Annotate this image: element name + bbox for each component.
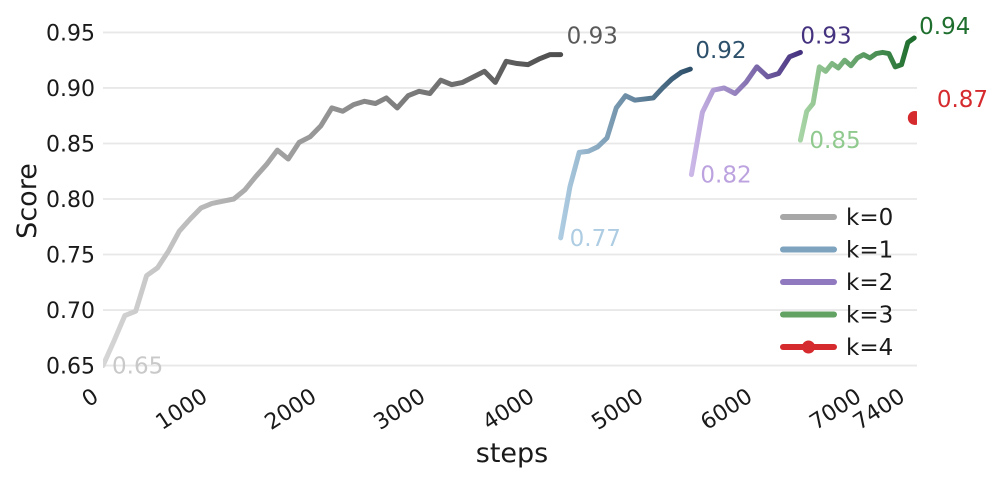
- series-start-label-0: 0.65: [112, 354, 163, 380]
- series-start-label-3: 0.85: [809, 128, 860, 154]
- y-tick-label: 0.80: [46, 188, 95, 213]
- x-tick-label: 4000: [479, 384, 540, 435]
- legend-label-2: k=2: [846, 270, 893, 296]
- x-tick-label: 3000: [370, 384, 431, 435]
- series-line-0: [103, 52, 564, 369]
- series-group: [103, 35, 917, 369]
- series-line-3: [797, 35, 917, 143]
- x-tick-label: 7400: [849, 384, 910, 435]
- x-tick-label: 2000: [261, 384, 322, 435]
- y-tick-label: 0.90: [46, 77, 95, 102]
- y-tick-label: 0.95: [46, 21, 95, 46]
- x-tick-label: 5000: [588, 384, 649, 435]
- legend-label-1: k=1: [846, 238, 893, 264]
- series-line-2: [688, 49, 803, 178]
- x-axis-title: steps: [476, 438, 548, 469]
- y-tick-label: 0.65: [46, 355, 95, 380]
- series-end-label-2: 0.93: [800, 23, 851, 49]
- series-end-label-0: 0.93: [567, 24, 618, 50]
- x-tick-label: 6000: [697, 384, 758, 435]
- y-tick-label: 0.70: [46, 299, 95, 324]
- series-end-label-1: 0.92: [695, 38, 746, 64]
- y-axis-title: Score: [12, 163, 43, 239]
- series-end-label-4: 0.87: [937, 87, 988, 113]
- y-tick-label: 0.85: [46, 132, 95, 157]
- legend-label-3: k=3: [846, 303, 893, 329]
- series-start-label-2: 0.82: [700, 163, 751, 189]
- series-line-1: [558, 66, 693, 241]
- x-tick-label: 1000: [152, 384, 213, 435]
- y-tick-label: 0.75: [46, 244, 95, 269]
- legend-label-4: k=4: [846, 335, 893, 361]
- chart-generated: 0.65 0.70 0.75 0.80 0.85 0.90 0.95 0 1000 2000 300…: [46, 14, 988, 436]
- x-tick-label: 0: [78, 384, 103, 413]
- series-end-label-3: 0.94: [919, 14, 970, 40]
- legend-marker-icon: [802, 340, 815, 354]
- series-start-label-1: 0.77: [570, 226, 621, 252]
- series-point-4: [907, 110, 917, 125]
- legend-label-0: k=0: [846, 205, 893, 231]
